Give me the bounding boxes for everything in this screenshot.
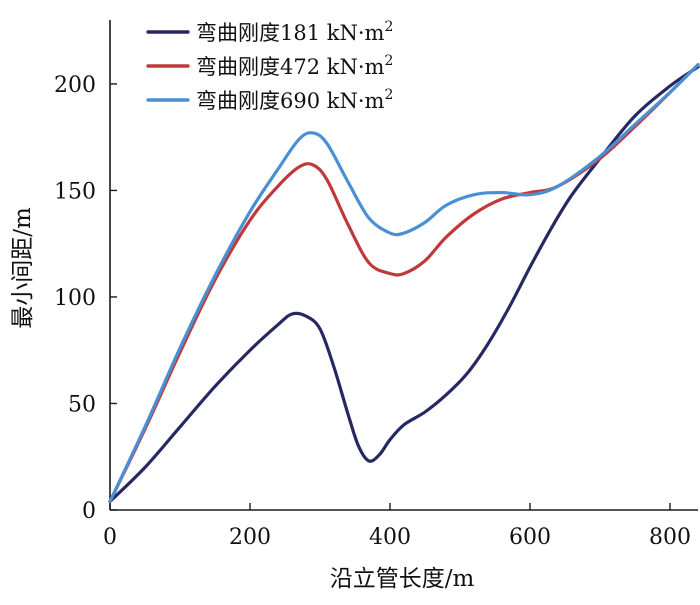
legend-label-text: 弯曲刚度181 kN·m (196, 21, 385, 45)
y-tick-label: 150 (54, 179, 96, 204)
x-tick-label: 600 (509, 525, 551, 550)
axes-layer: 0 200 400 600 800 0 50 100 150 200 (54, 20, 698, 550)
series-line-2 (108, 63, 700, 504)
x-axis-label: 沿立管长度/m (330, 566, 475, 592)
series-line-1 (108, 65, 700, 504)
y-axis-label: 最小间距/m (10, 207, 36, 329)
y-tick-label: 100 (54, 286, 96, 311)
y-tick-label: 0 (82, 499, 96, 524)
legend-label-1: 弯曲刚度181 kN·m2 (196, 19, 393, 45)
legend-label-text: 弯曲刚度472 kN·m (196, 55, 385, 79)
legend-label-text: 弯曲刚度690 kN·m (196, 89, 385, 113)
legend-label-superscript: 2 (384, 19, 393, 35)
legend-label-2: 弯曲刚度472 kN·m2 (196, 53, 393, 79)
x-tick-label: 400 (369, 525, 411, 550)
series-layer (108, 63, 700, 504)
legend-label-3: 弯曲刚度690 kN·m2 (196, 87, 393, 113)
legend-label-superscript: 2 (384, 53, 393, 69)
series-line-3 (108, 63, 700, 504)
y-tick-label: 200 (54, 73, 96, 98)
x-tick-label: 0 (103, 525, 117, 550)
legend-label-superscript: 2 (384, 87, 393, 103)
y-tick-label: 50 (68, 392, 96, 417)
x-tick-label: 800 (649, 525, 691, 550)
x-tick-label: 200 (229, 525, 271, 550)
